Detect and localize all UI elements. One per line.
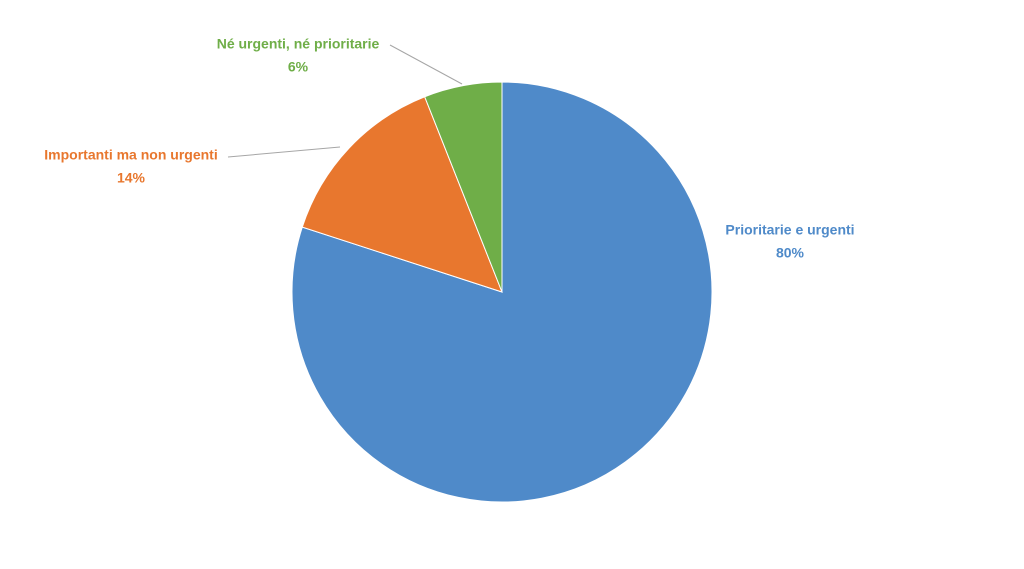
pie-slice <box>424 81 503 293</box>
slice-value-label: 14% <box>117 170 146 186</box>
slice-value-label: 80% <box>776 245 805 261</box>
slice-label: Né urgenti, né prioritarie <box>217 36 380 52</box>
pie-slice <box>301 96 503 293</box>
slice-label: Prioritarie e urgenti <box>725 222 854 238</box>
leader-line <box>227 146 341 158</box>
slice-value-label: 6% <box>288 59 309 75</box>
slice-label: Importanti ma non urgenti <box>44 147 217 163</box>
leader-line <box>389 44 463 85</box>
